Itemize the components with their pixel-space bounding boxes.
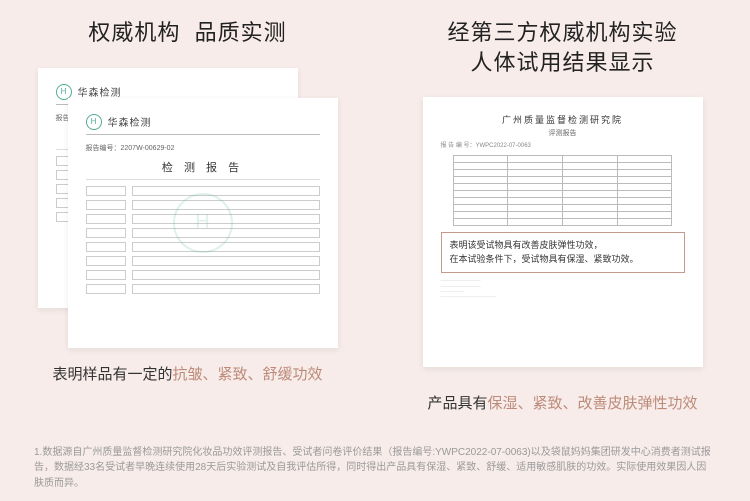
report-subtitle: 评测报告 (441, 128, 685, 138)
left-column: 权威机构 品质实测 H 华森检测 报告编号：2207W-00629-02 检 测… (0, 0, 375, 501)
doc-number: 报告编号：2207W-00629-02 (86, 143, 320, 153)
caption-highlight: 抗皱、紧致、舒缓功效 (173, 366, 323, 383)
lab-logo-icon: H (86, 114, 102, 130)
watermark-icon: H (173, 193, 233, 253)
report-number: 报 告 编 号：YWPC2022-07-0063 (441, 140, 685, 149)
callout-line-1: 表明该受试物具有改善皮肤弹性功效， (450, 239, 676, 253)
data-table (453, 155, 673, 226)
disclaimer-footer: 1.数据源自广州质量监督检测研究院化妆品功效评测报告、受试者问卷评价结果（报告编… (34, 445, 716, 492)
title-line-2: 人体试用结果显示 (447, 48, 677, 78)
lab-name: 华森检测 (108, 114, 152, 129)
title-part-a: 权威机构 (88, 20, 180, 45)
report-page-front: H 华森检测 报告编号：2207W-00629-02 检 测 报 告 H (68, 98, 338, 348)
title-part-b: 品质实测 (195, 20, 287, 45)
right-title: 经第三方权威机构实验 人体试用结果显示 (447, 18, 677, 77)
caption-prefix: 产品具有 (427, 395, 487, 412)
right-column: 经第三方权威机构实验 人体试用结果显示 广州质量监督检测研究院 评测报告 报 告… (375, 0, 750, 501)
left-caption: 表明样品有一定的抗皱、紧致、舒缓功效 (52, 363, 322, 384)
evaluation-report: 广州质量监督检测研究院 评测报告 报 告 编 号：YWPC2022-07-006… (423, 97, 703, 367)
conclusion-callout: 表明该受试物具有改善皮肤弹性功效， 在本试验条件下，受试物具有保湿、紧致功效。 (441, 232, 685, 273)
institute-name: 广州质量监督检测研究院 (441, 113, 685, 126)
caption-highlight: 保湿、紧致、改善皮肤弹性功效 (488, 395, 698, 412)
left-doc-area: H 华森检测 报告编号：2207W-00629-02 检 测 报 告 H 华森检 (38, 68, 338, 348)
right-doc-area: 广州质量监督检测研究院 评测报告 报 告 编 号：YWPC2022-07-006… (413, 97, 713, 377)
title-line-1: 经第三方权威机构实验 (447, 18, 677, 48)
report-title: 检 测 报 告 (86, 159, 320, 175)
callout-line-2: 在本试验条件下，受试物具有保湿、紧致功效。 (450, 253, 676, 267)
left-title: 权威机构 品质实测 (88, 18, 286, 48)
caption-prefix: 表明样品有一定的 (52, 366, 172, 383)
right-caption: 产品具有保湿、紧致、改善皮肤弹性功效 (427, 392, 697, 413)
fine-print: ———————————————————————————————————————— (441, 277, 685, 298)
